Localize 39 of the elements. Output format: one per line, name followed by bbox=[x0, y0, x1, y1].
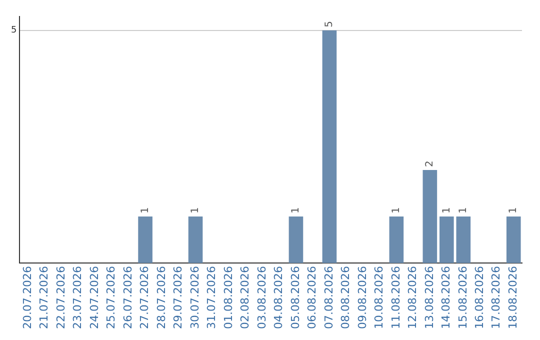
data-label: 5 bbox=[324, 20, 336, 28]
x-tick-label: 18.08.2026 bbox=[506, 266, 520, 330]
x-tick-label: 28.07.2026 bbox=[154, 266, 168, 330]
x-tick-label: 03.08.2026 bbox=[255, 266, 268, 330]
data-label: 1 bbox=[290, 207, 302, 214]
x-tick-label: 26.07.2026 bbox=[121, 266, 134, 330]
x-tick-label: 08.08.2026 bbox=[339, 266, 352, 330]
x-tick-label: 27.07.2026 bbox=[138, 266, 152, 330]
x-tick-label: 12.08.2026 bbox=[406, 266, 420, 330]
x-tick-label: 06.08.2026 bbox=[306, 266, 319, 330]
x-tick-label: 05.08.2026 bbox=[288, 266, 302, 330]
data-label: 1 bbox=[458, 207, 469, 214]
x-tick-label: 15.08.2026 bbox=[456, 266, 470, 330]
x-tick-label: 11.08.2026 bbox=[389, 266, 402, 330]
data-label: 2 bbox=[424, 160, 436, 167]
x-tick-label: 20.07.2026 bbox=[20, 266, 34, 330]
x-tick-label: 14.08.2026 bbox=[440, 266, 453, 330]
x-tick-label: 30.07.2026 bbox=[188, 266, 202, 330]
x-tick-label: 25.07.2026 bbox=[104, 266, 118, 330]
x-tick-label: 07.08.2026 bbox=[322, 266, 336, 330]
data-label: 1 bbox=[190, 207, 202, 214]
x-tick-label: 17.08.2026 bbox=[490, 266, 503, 330]
x-tick-label: 31.07.2026 bbox=[205, 266, 218, 330]
x-tick-label: 22.07.2026 bbox=[54, 266, 68, 330]
x-tick-label: 16.08.2026 bbox=[473, 266, 486, 330]
x-tick-label: 24.07.2026 bbox=[88, 266, 101, 330]
x-tick-label: 13.08.2026 bbox=[422, 266, 436, 330]
x-tick-label: 23.07.2026 bbox=[71, 266, 84, 330]
x-tick-label: 09.08.2026 bbox=[356, 266, 369, 330]
data-label: 1 bbox=[140, 207, 151, 214]
data-label: 1 bbox=[391, 207, 402, 214]
x-tick-label: 02.08.2026 bbox=[238, 266, 252, 330]
x-tick-label: 04.08.2026 bbox=[272, 266, 286, 330]
x-tick-label: 29.07.2026 bbox=[172, 266, 185, 330]
x-tick-label: 21.07.2026 bbox=[38, 266, 51, 330]
x-tick-label: 10.08.2026 bbox=[372, 266, 386, 330]
data-label: 1 bbox=[508, 207, 520, 214]
data-label: 1 bbox=[441, 207, 452, 214]
x-tick-label: 01.08.2026 bbox=[222, 266, 235, 330]
